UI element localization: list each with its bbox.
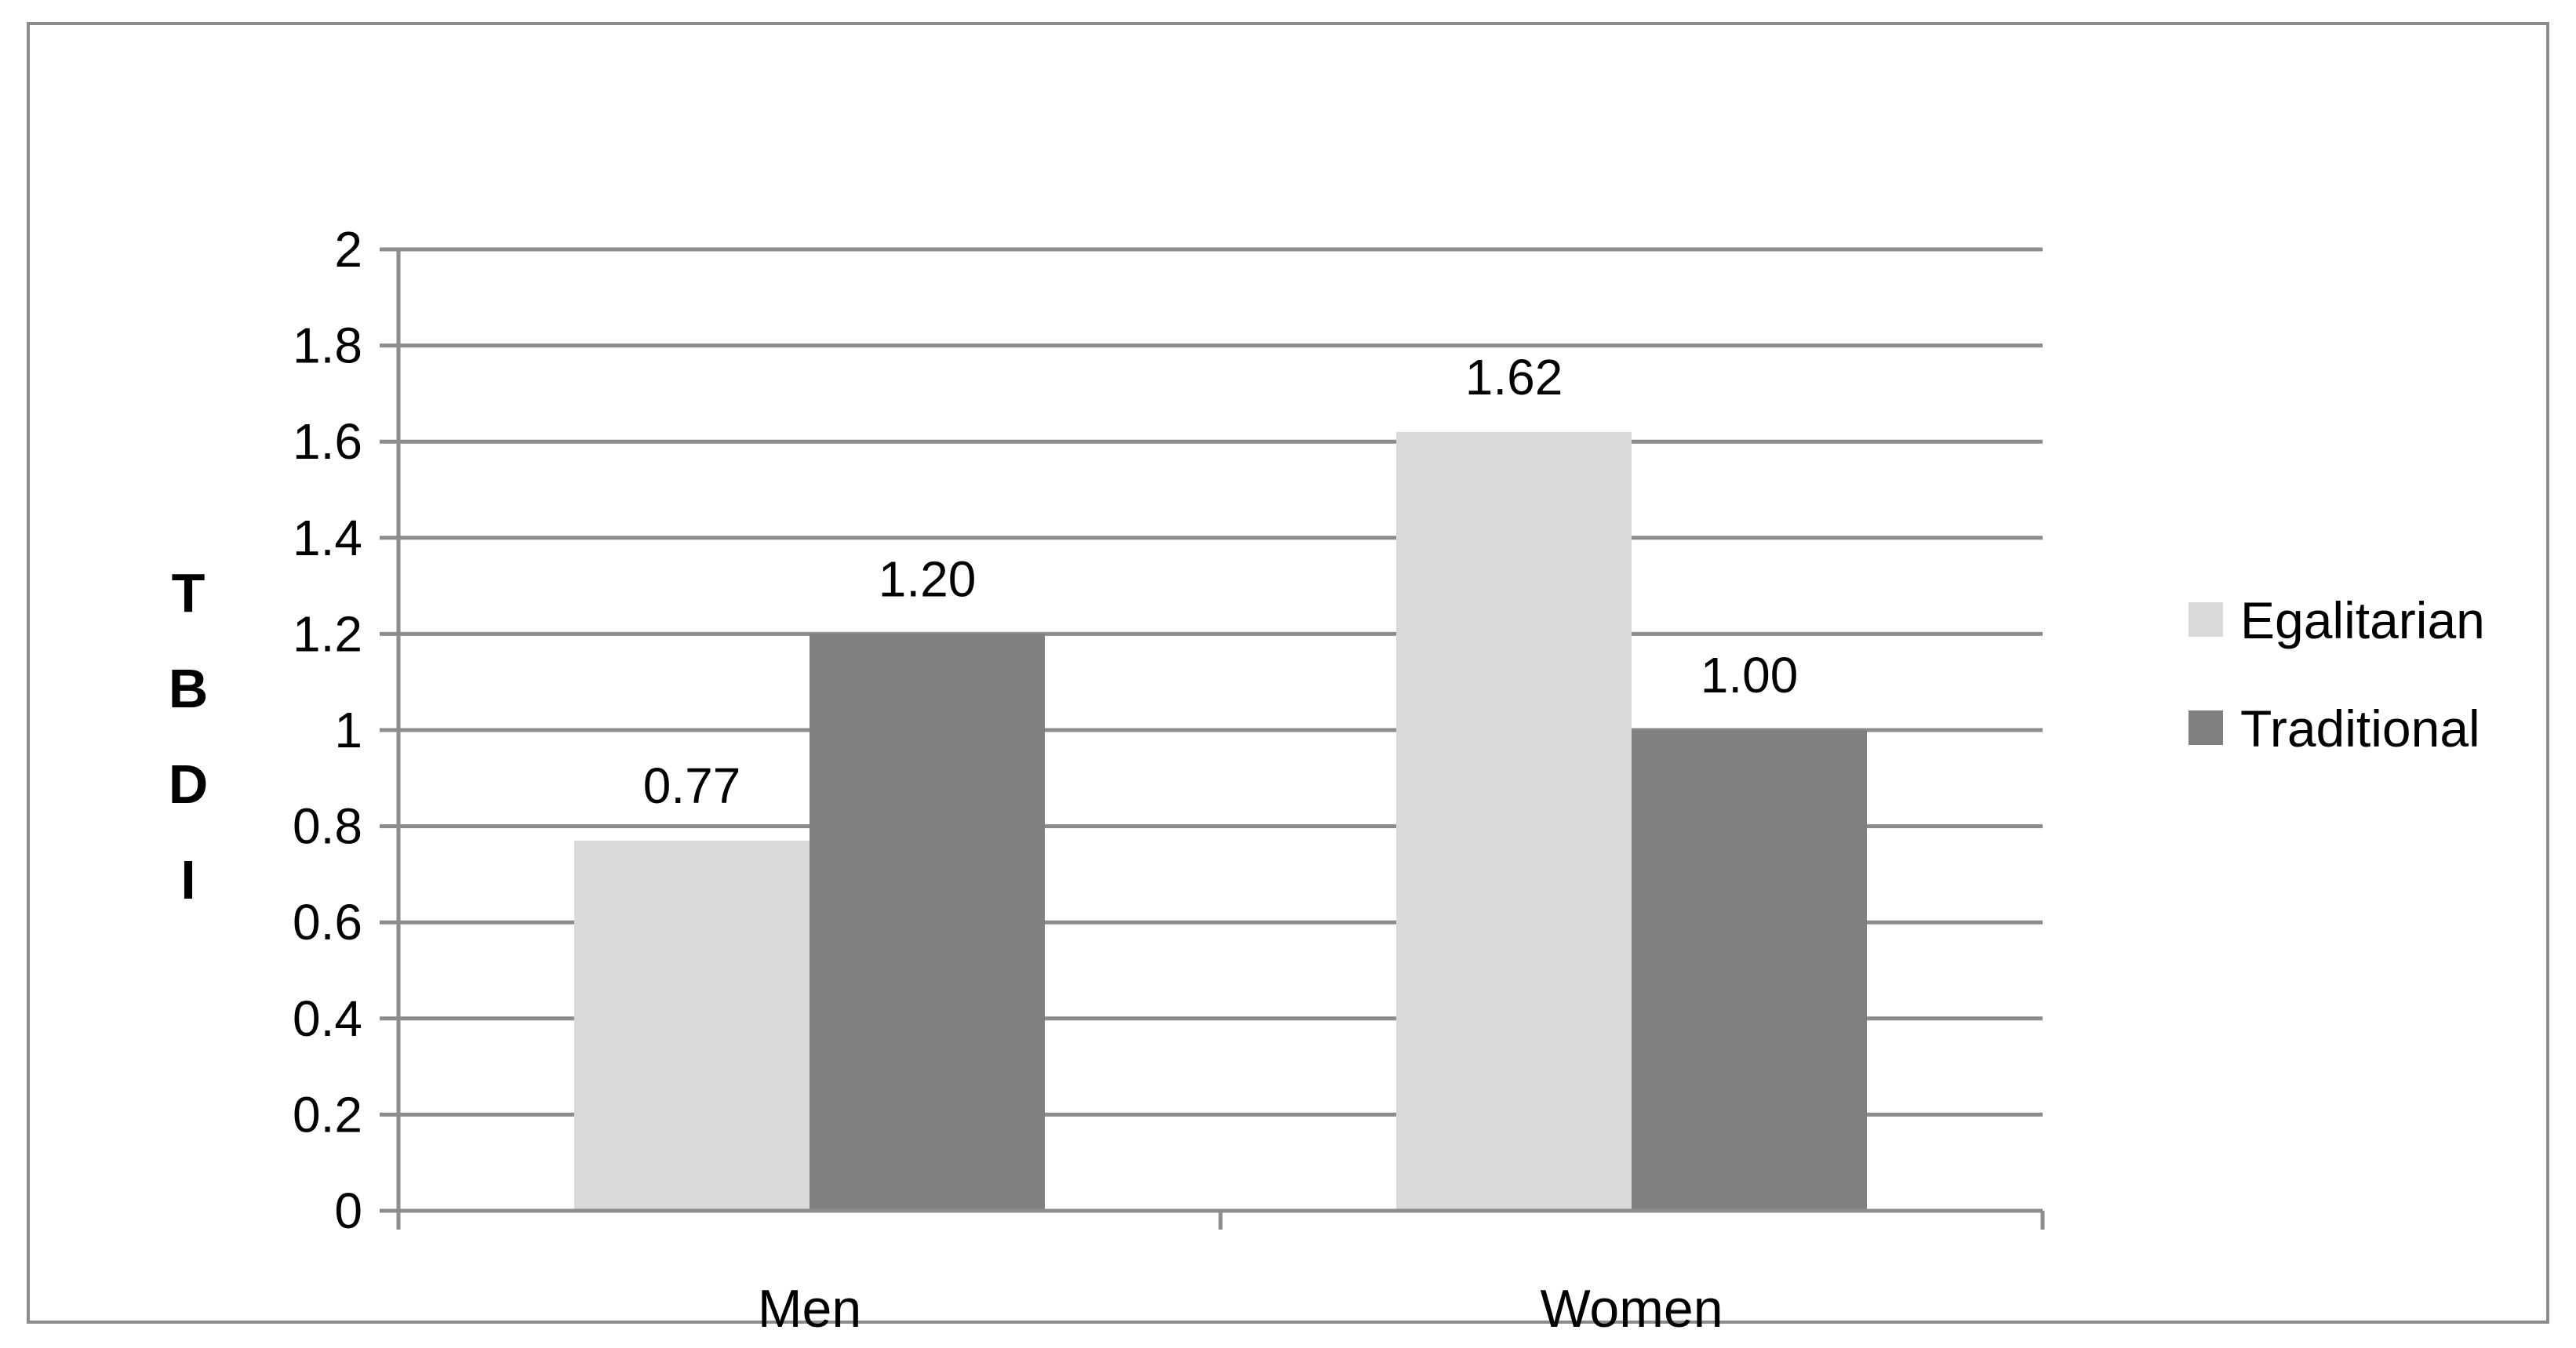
- x-category-label: Women: [1540, 1279, 1723, 1339]
- axes: [380, 247, 2045, 1230]
- y-tick-label: 2: [334, 221, 362, 278]
- legend-swatch-egalitarian: [2189, 602, 2223, 637]
- legend-label-traditional: Traditional: [2240, 699, 2480, 758]
- y-tick-label: 0.6: [293, 894, 362, 950]
- labels: 0 0.2 0.4 0.6 0.8 1 1.2 1.4 1.6 1.8 2 0.77 1.20 Men 1.…: [293, 221, 1798, 1339]
- bars: [574, 431, 1867, 1211]
- bar-egalitarian-women: [1396, 431, 1632, 1211]
- y-tick-label: 1.4: [293, 510, 362, 566]
- y-tick-label: 1: [334, 702, 362, 758]
- data-label: 1.62: [1465, 349, 1563, 405]
- y-tick-label: 0.2: [293, 1086, 362, 1143]
- y-tick-label: 1.6: [293, 413, 362, 470]
- bar-traditional-women: [1632, 730, 1867, 1211]
- y-tick-label: 0: [334, 1183, 362, 1239]
- y-tick-label: 1.8: [293, 318, 362, 374]
- data-label: 1.00: [1701, 647, 1799, 703]
- bar-egalitarian-men: [574, 840, 810, 1211]
- y-tick-label: 0.8: [293, 798, 362, 855]
- data-label: 1.20: [879, 550, 977, 607]
- y-axis-title-letter: D: [169, 754, 209, 815]
- bar-traditional-men: [810, 634, 1045, 1211]
- chart-border: [27, 22, 2549, 1324]
- y-tick-label: 0.4: [293, 990, 362, 1047]
- legend: Egalitarian Traditional: [2189, 591, 2485, 758]
- x-category-label: Men: [758, 1279, 861, 1339]
- data-label: 0.77: [643, 758, 741, 814]
- y-axis-title-letter: I: [180, 849, 195, 910]
- y-axis-title-letter: T: [172, 562, 206, 623]
- legend-label-egalitarian: Egalitarian: [2240, 591, 2485, 649]
- y-tick-label: 1.2: [293, 605, 362, 662]
- y-axis-title-letter: B: [169, 658, 209, 719]
- legend-swatch-traditional: [2189, 710, 2223, 745]
